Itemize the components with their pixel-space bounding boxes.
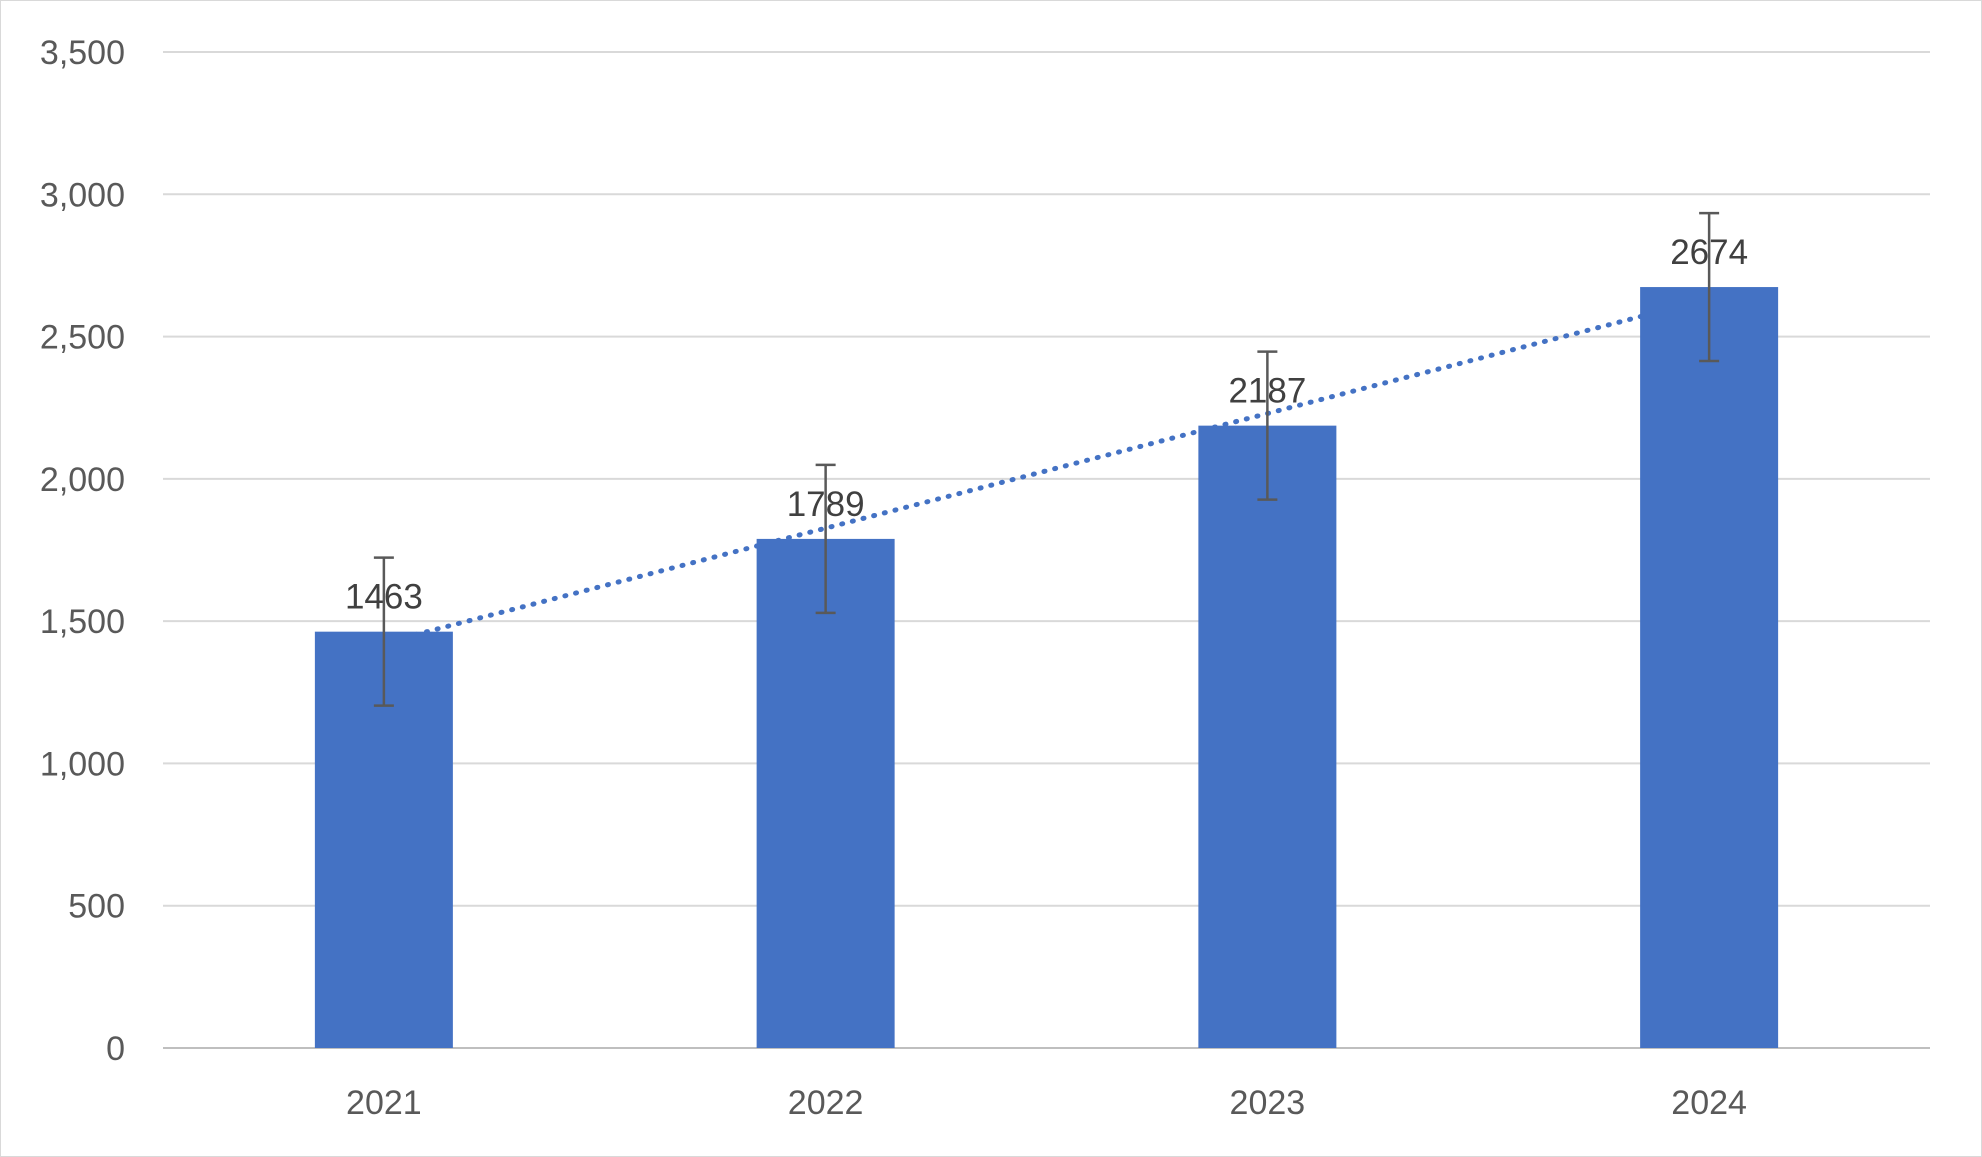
error-bar <box>815 463 836 615</box>
trendline-layer <box>381 296 1712 646</box>
error-bar <box>1699 211 1720 363</box>
x-tick-label: 2021 <box>346 1084 422 1122</box>
x-tick-label: 2022 <box>788 1084 864 1122</box>
bar <box>756 538 895 1048</box>
trendline <box>381 296 1712 646</box>
x-axis-tick-labels: 2021 2022 2023 2024 <box>346 1084 1747 1122</box>
y-axis-tick-labels: 0 500 1,000 1,500 2,000 2,500 3,000 3,500 <box>40 34 125 1068</box>
data-labels: 1463 1789 2187 2674 <box>345 233 1748 617</box>
bar <box>1640 287 1779 1048</box>
data-label: 2674 <box>1670 233 1748 272</box>
bars <box>314 287 1779 1048</box>
bar <box>1198 425 1337 1048</box>
data-label: 2187 <box>1228 372 1306 411</box>
y-tick-label: 1,000 <box>40 745 125 783</box>
x-tick-label: 2024 <box>1671 1084 1747 1122</box>
y-tick-label: 3,500 <box>40 34 125 72</box>
y-tick-label: 3,000 <box>40 176 125 214</box>
y-tick-label: 2,500 <box>40 319 125 357</box>
x-tick-label: 2023 <box>1230 1084 1306 1122</box>
data-label: 1463 <box>345 578 423 617</box>
y-tick-label: 0 <box>106 1030 125 1068</box>
gridlines <box>163 51 1930 1049</box>
y-tick-label: 500 <box>68 888 125 926</box>
error-bar <box>373 556 394 707</box>
y-tick-label: 2,000 <box>40 461 125 499</box>
error-bars <box>373 211 1720 707</box>
error-bar <box>1257 350 1278 501</box>
y-tick-label: 1,500 <box>40 603 125 641</box>
data-label: 1789 <box>787 485 865 524</box>
